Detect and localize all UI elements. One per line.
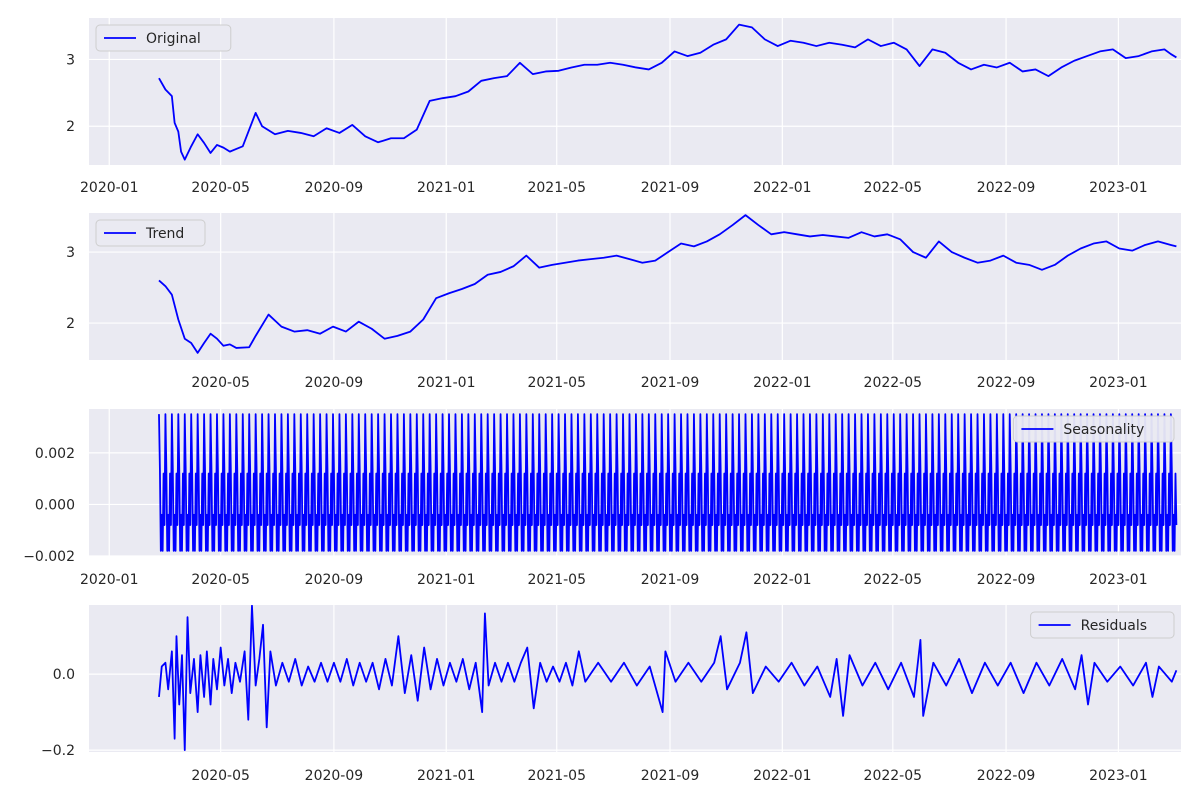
y-tick-label: −0.2 (41, 743, 75, 759)
x-tick-label: 2021-09 (641, 768, 700, 784)
x-tick-label: 2020-09 (305, 180, 364, 196)
x-tick-label: 2022-01 (753, 572, 812, 588)
x-tick-label: 2020-05 (191, 180, 250, 196)
plot-area (89, 213, 1181, 360)
legend-box (95, 219, 206, 247)
x-tick-label: 2023-01 (1089, 572, 1148, 588)
x-tick-label: 2023-01 (1089, 375, 1148, 391)
x-tick-label: 2022-05 (864, 180, 923, 196)
x-tick-label: 2021-09 (641, 572, 700, 588)
panel-seasonality: 2020-01 2020-05 2020-09 2021-01 2021-05 2021-… (23, 409, 1181, 588)
x-tick-label: 2023-01 (1089, 180, 1148, 196)
legend: Seasonality (1012, 415, 1175, 443)
x-tick-label: 2021-05 (527, 375, 586, 391)
plot-area (89, 18, 1181, 165)
x-tick-label: 2021-05 (527, 572, 586, 588)
legend: Residuals (1030, 611, 1175, 639)
y-tick-label: −0.002 (23, 549, 75, 565)
legend: Trend (95, 219, 206, 247)
x-tick-label: 2023-01 (1089, 768, 1148, 784)
x-tick-label: 2021-01 (417, 768, 476, 784)
panel-residuals: 2020-05 2020-09 2021-01 2021-05 2021-09 2022-… (41, 605, 1181, 784)
x-tick-label: 2021-05 (527, 180, 586, 196)
x-tick-label: 2020-09 (305, 572, 364, 588)
x-tick-label: 2021-05 (527, 768, 586, 784)
x-tick-label: 2021-01 (417, 572, 476, 588)
y-tick-label: 0.0 (53, 667, 75, 683)
legend-label: Seasonality (1063, 422, 1144, 438)
series-line-original (158, 23, 1177, 161)
y-tick-label: 2 (66, 119, 75, 135)
panel-original: 2020-01 2020-05 2020-09 2021-01 2021-05 2021-… (66, 18, 1181, 196)
plot-area (89, 605, 1181, 752)
series-line-trend (158, 214, 1177, 354)
y-tick-label: 2 (66, 316, 75, 332)
x-tick-label: 2022-05 (864, 768, 923, 784)
x-tick-label: 2022-01 (753, 180, 812, 196)
legend-box (95, 24, 232, 52)
x-tick-label: 2022-01 (753, 768, 812, 784)
x-tick-label: 2022-09 (977, 768, 1036, 784)
x-tick-label: 2020-09 (305, 768, 364, 784)
x-tick-label: 2020-05 (191, 768, 250, 784)
x-tick-label: 2022-01 (753, 375, 812, 391)
x-tick-label: 2020-09 (305, 375, 364, 391)
legend-label: Original (146, 31, 201, 47)
y-tick-label: 0.000 (35, 497, 75, 513)
y-tick-label: 3 (66, 245, 75, 261)
panel-trend: 2020-05 2020-09 2021-01 2021-05 2021-09 2022-… (66, 213, 1181, 391)
legend: Original (95, 24, 232, 52)
legend-label: Residuals (1081, 618, 1147, 634)
x-tick-label: 2021-01 (417, 180, 476, 196)
x-tick-label: 2022-09 (977, 180, 1036, 196)
x-tick-label: 2021-01 (417, 375, 476, 391)
legend-box (1030, 611, 1175, 639)
series-line-seasonality (158, 413, 1178, 552)
x-tick-label: 2022-09 (977, 572, 1036, 588)
y-tick-label: 3 (66, 52, 75, 68)
x-tick-label: 2022-05 (864, 572, 923, 588)
legend-box (1012, 415, 1175, 443)
legend-label: Trend (145, 226, 184, 242)
x-tick-label: 2020-01 (80, 180, 139, 196)
x-tick-label: 2020-05 (191, 572, 250, 588)
x-tick-label: 2021-09 (641, 180, 700, 196)
x-tick-label: 2022-09 (977, 375, 1036, 391)
x-tick-label: 2021-09 (641, 375, 700, 391)
x-tick-label: 2020-01 (80, 572, 139, 588)
y-tick-label: 0.002 (35, 446, 75, 462)
x-tick-label: 2020-05 (191, 375, 250, 391)
series-line-residuals (158, 605, 1178, 751)
x-tick-label: 2022-05 (864, 375, 923, 391)
